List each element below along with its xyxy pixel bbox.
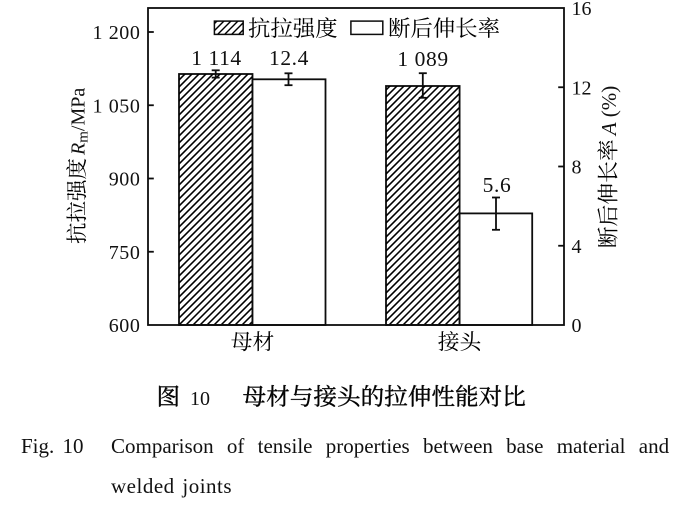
- svg-text:Rm/MPa: Rm/MPa: [67, 88, 91, 156]
- svg-text:1 114: 1 114: [191, 46, 242, 70]
- svg-text:0: 0: [572, 315, 582, 337]
- svg-text:4: 4: [572, 236, 582, 258]
- svg-text:8: 8: [572, 157, 582, 179]
- svg-text:welded joints: welded joints: [111, 474, 232, 498]
- svg-text:10: 10: [190, 388, 210, 410]
- svg-text:1 089: 1 089: [397, 47, 448, 71]
- svg-text:Fig. 10: Fig. 10: [21, 434, 84, 458]
- svg-text:600: 600: [109, 315, 141, 337]
- svg-text:750: 750: [109, 242, 141, 264]
- svg-text:900: 900: [109, 169, 141, 191]
- svg-text:1 050: 1 050: [93, 95, 141, 117]
- svg-text:1 200: 1 200: [93, 22, 141, 44]
- svg-text:16: 16: [572, 0, 592, 20]
- svg-text:A (%): A (%): [597, 86, 621, 138]
- svg-text:Comparison of tensile properti: Comparison of tensile properties between…: [111, 434, 670, 458]
- svg-text:12.4: 12.4: [269, 46, 309, 70]
- svg-text:12: 12: [572, 77, 592, 99]
- svg-text:5.6: 5.6: [483, 173, 512, 197]
